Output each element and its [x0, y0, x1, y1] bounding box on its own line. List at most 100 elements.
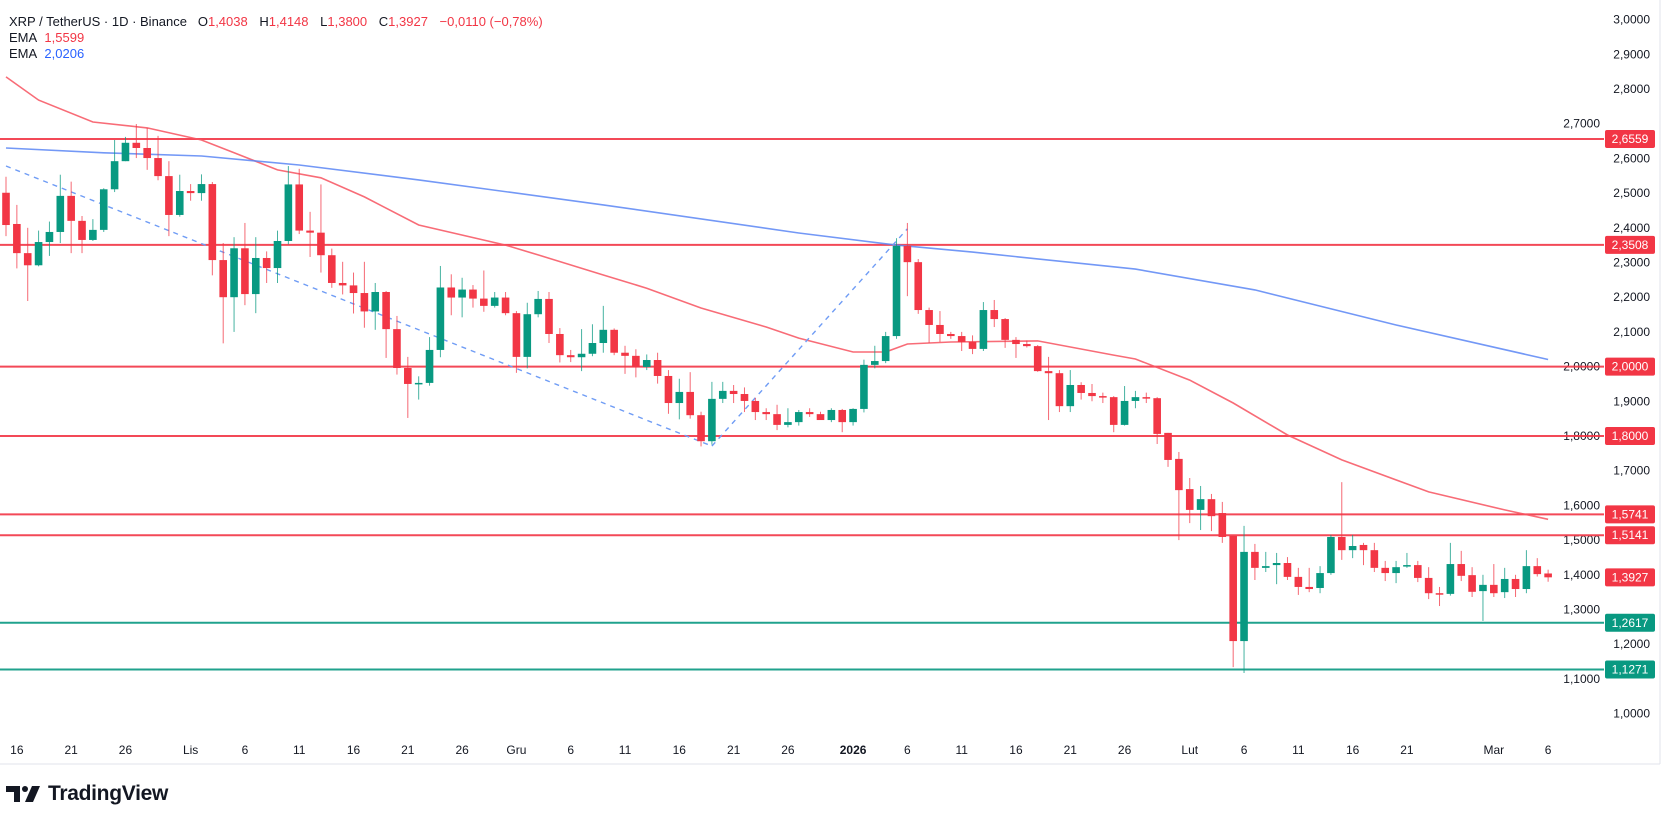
- candle-down: [1511, 574, 1520, 598]
- candle-body: [1359, 544, 1368, 551]
- candle-body: [968, 341, 977, 349]
- candle-body: [1131, 397, 1140, 401]
- chart-legend: XRP / TetherUS · 1D · Binance O1,4038 H1…: [9, 14, 543, 62]
- candle-body: [1044, 371, 1053, 374]
- low-value: 1,3800: [327, 14, 368, 29]
- y-tick-label: 3,0000: [1613, 13, 1650, 27]
- candle-body: [1327, 536, 1335, 574]
- candle-body: [110, 161, 119, 190]
- y-tick-label: 2,2000: [1613, 290, 1650, 304]
- candle-down: [480, 270, 488, 312]
- x-tick-label: 6: [1545, 743, 1552, 757]
- candle-body: [599, 329, 608, 344]
- tradingview-logo[interactable]: TradingView: [6, 782, 168, 806]
- candle-body: [414, 382, 423, 385]
- candle-down: [1381, 560, 1390, 582]
- candle-body: [697, 415, 705, 442]
- x-tick-label: 21: [1400, 743, 1414, 757]
- candle-up: [849, 408, 857, 426]
- y-tick-label: 2,3000: [1613, 256, 1650, 270]
- candle-up: [490, 291, 499, 308]
- candle-up: [45, 221, 54, 256]
- candle-body: [67, 195, 75, 221]
- symbol-title[interactable]: XRP / TetherUS · 1D · Binance: [9, 14, 187, 29]
- candle-down: [1012, 337, 1020, 358]
- candle-body: [1001, 319, 1009, 340]
- candle-body: [773, 414, 781, 425]
- candle-up: [89, 219, 97, 241]
- candle-down: [990, 299, 999, 328]
- candle-down: [78, 216, 86, 254]
- ema-lines: [5, 76, 1549, 521]
- candle-down: [1414, 560, 1422, 583]
- candle-body: [1120, 400, 1129, 425]
- candle-down: [360, 261, 369, 328]
- candle-down: [957, 331, 966, 351]
- level-price-tag-label: 1,8000: [1612, 429, 1649, 443]
- y-tick-label: 2,5000: [1613, 186, 1650, 200]
- candle-body: [251, 257, 260, 295]
- ema-fast-row[interactable]: EMA 1,5599: [9, 30, 543, 46]
- candle-down: [1185, 477, 1194, 524]
- candle-body: [1468, 575, 1476, 592]
- candle-down: [338, 261, 347, 295]
- candle-up: [718, 381, 727, 404]
- candle-body: [1500, 578, 1509, 593]
- candle-body: [708, 398, 716, 442]
- candle-up: [1403, 552, 1411, 568]
- candle-body: [230, 248, 238, 298]
- candle-down: [1283, 557, 1292, 581]
- candle-body: [208, 184, 217, 261]
- candle-body: [1511, 578, 1520, 590]
- candle-body: [816, 414, 825, 421]
- candle-body: [1348, 545, 1357, 551]
- x-tick-label: 21: [727, 743, 741, 757]
- y-tick-label: 2,1000: [1613, 325, 1650, 339]
- candle-body: [957, 336, 966, 342]
- ema-slow-row[interactable]: EMA 2,0206: [9, 46, 543, 62]
- candle-up: [1316, 566, 1324, 594]
- candle-body: [936, 324, 944, 334]
- candle-body: [523, 314, 532, 357]
- candle-up: [1500, 567, 1509, 599]
- candle-down: [686, 372, 694, 419]
- x-tick-label: 6: [242, 743, 249, 757]
- y-tick-label-shifted: 2,7000: [1563, 117, 1600, 131]
- dashed-trendline: [711, 228, 908, 447]
- candle-body: [295, 184, 304, 231]
- candle-down: [241, 222, 249, 306]
- candle-down: [512, 311, 521, 373]
- candle-down: [1229, 535, 1237, 668]
- candle-down: [545, 291, 553, 344]
- candle-down: [805, 408, 814, 417]
- candle-up: [110, 140, 119, 193]
- candle-down: [697, 411, 705, 447]
- candle-body: [1185, 489, 1194, 510]
- level-price-tag-label: 2,0000: [1612, 360, 1649, 374]
- level-price-tag-label: 1,1271: [1612, 662, 1649, 676]
- candle-down: [404, 356, 412, 418]
- x-tick-label: 6: [567, 743, 574, 757]
- candle-up: [197, 174, 206, 201]
- y-tick-label: 1,0000: [1613, 707, 1650, 721]
- candle-body: [545, 298, 553, 334]
- candle-body: [610, 329, 618, 353]
- candle-body: [1490, 584, 1498, 594]
- candle-body: [1099, 396, 1107, 398]
- candle-body: [1023, 344, 1031, 347]
- candle-down: [382, 290, 390, 358]
- level-price-tag: [1605, 505, 1655, 524]
- candle-body: [338, 282, 347, 286]
- candle-up: [794, 409, 803, 426]
- candle-down: [1370, 542, 1379, 573]
- candle-body: [979, 310, 988, 349]
- candle-body: [1294, 576, 1303, 587]
- candle-down: [1153, 397, 1161, 444]
- candle-body: [349, 285, 358, 294]
- x-tick-label: 26: [1118, 743, 1132, 757]
- x-tick-label: 11: [955, 743, 968, 757]
- x-tick-label: 16: [10, 743, 24, 757]
- candle-up: [175, 174, 184, 217]
- candle-body: [1218, 513, 1227, 537]
